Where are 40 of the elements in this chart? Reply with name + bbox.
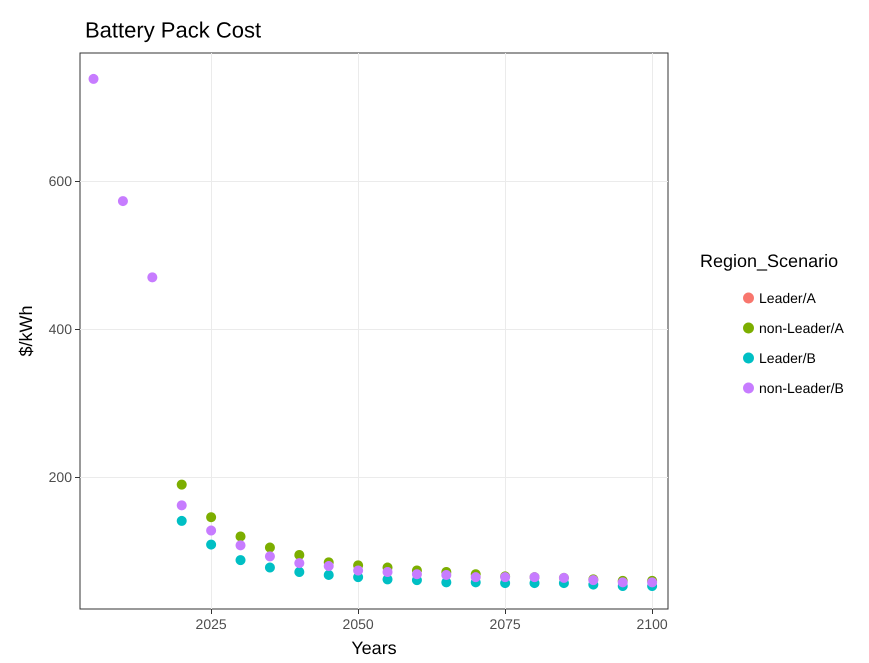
point [236, 531, 246, 542]
point [382, 566, 393, 577]
point [264, 562, 275, 573]
point [264, 542, 275, 553]
legend-label: Leader/A [759, 290, 816, 306]
x-axis-title: Years [351, 638, 397, 658]
point [294, 566, 304, 577]
legend-label: Leader/B [759, 350, 816, 366]
point [206, 512, 216, 522]
point [147, 272, 158, 282]
point [441, 570, 452, 580]
point [206, 526, 216, 536]
chart-title: Battery Pack Cost [85, 18, 262, 42]
legend-label: non-Leader/B [759, 380, 844, 396]
x-tick-label: 2025 [196, 616, 227, 632]
point [88, 74, 99, 84]
point [176, 480, 187, 490]
point [470, 572, 481, 582]
y-tick-label: 200 [48, 469, 72, 486]
x-tick-label: 2050 [342, 616, 374, 632]
point [324, 570, 334, 580]
point [118, 196, 128, 206]
x-tick-label: 2075 [490, 616, 521, 632]
y-axis-title: $/kWh [16, 305, 36, 357]
point [176, 500, 187, 510]
point [324, 561, 334, 572]
point [236, 555, 246, 566]
legend-label: non-Leader/A [759, 320, 845, 336]
point [264, 551, 275, 562]
point [236, 540, 246, 550]
y-tick-label: 400 [48, 321, 72, 338]
point [294, 550, 304, 560]
point [412, 569, 422, 580]
point [294, 558, 304, 568]
point [206, 540, 216, 550]
y-tick-label: 600 [48, 173, 72, 190]
x-tick-label: 2100 [636, 616, 668, 632]
point [353, 566, 364, 576]
point [176, 516, 187, 526]
legend-title: Region_Scenario [700, 251, 838, 271]
